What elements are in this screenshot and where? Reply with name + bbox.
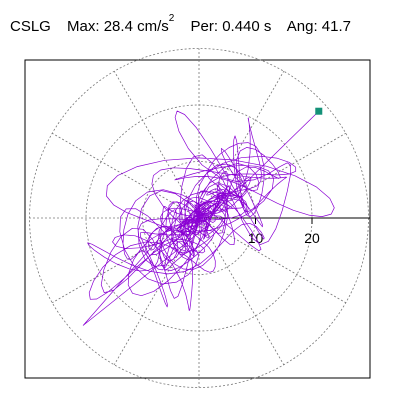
plot-frame bbox=[24, 59, 371, 379]
grid-spoke bbox=[52, 132, 200, 219]
station-code: CSLG bbox=[10, 18, 51, 35]
period-value: 0.440 s bbox=[222, 18, 272, 35]
angle-value: 41.7 bbox=[321, 18, 351, 35]
chart-header: CSLG Max: 28.4 cm/s2 Per: 0.440 s Ang: 4… bbox=[10, 13, 351, 35]
angle-label: Ang: bbox=[286, 18, 318, 35]
grid-spoke bbox=[198, 71, 285, 219]
grid-spoke bbox=[113, 217, 200, 365]
axis-tick-label: 20 bbox=[304, 230, 320, 246]
max-label: Max: bbox=[67, 18, 100, 35]
grid-spoke bbox=[198, 217, 346, 304]
max-unit: cm/s bbox=[137, 18, 169, 35]
peak-marker bbox=[315, 107, 323, 115]
period-label: Per: bbox=[190, 18, 219, 35]
max-value: 28.4 bbox=[103, 18, 133, 35]
marker-layer bbox=[315, 107, 323, 115]
max-unit-exponent: 2 bbox=[168, 13, 175, 24]
orbit-trace bbox=[82, 110, 335, 326]
grid-spoke bbox=[198, 217, 285, 365]
grid-spoke bbox=[113, 71, 200, 219]
trace-layer bbox=[82, 110, 335, 326]
grid-spoke bbox=[52, 217, 200, 304]
